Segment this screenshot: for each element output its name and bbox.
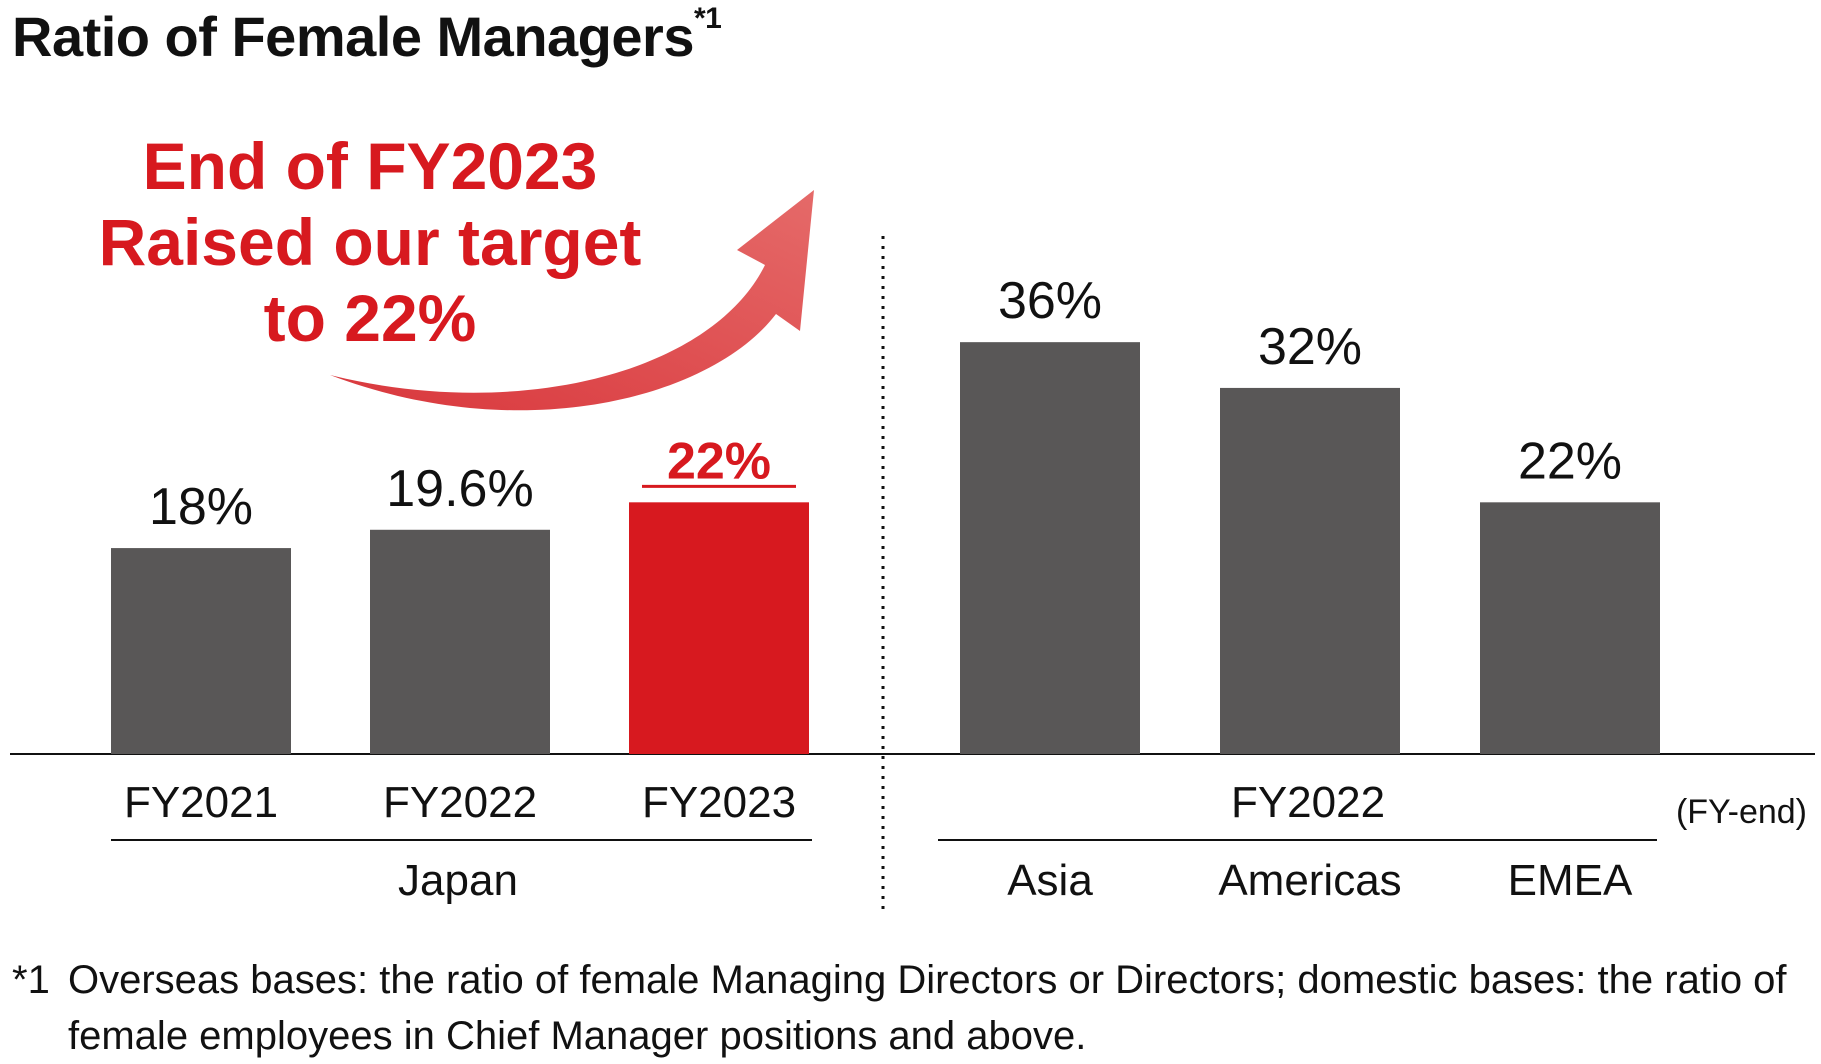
up-arrow-icon [330, 190, 814, 411]
category-label-japan-fy2023: FY2023 [642, 778, 796, 827]
callout-line-3: to 22% [263, 281, 477, 355]
group-label-fy2022: FY2022 [1231, 778, 1385, 827]
footnote-text: Overseas bases: the ratio of female Mana… [68, 958, 1787, 1058]
fy-end-note: (FY-end) [1676, 793, 1807, 831]
value-label-fy2022-americas: 32% [1258, 318, 1362, 376]
category-label-japan-fy2021: FY2021 [124, 778, 278, 827]
value-label-fy2022-asia: 36% [998, 272, 1102, 330]
target-callout: End of FY2023 Raised our target to 22% [20, 128, 720, 356]
bar-japan-fy2021 [111, 548, 291, 754]
callout-line-1: End of FY2023 [142, 129, 598, 203]
chart-title: Ratio of Female Managers*1 [12, 2, 722, 69]
callout-line-2: Raised our target [98, 205, 642, 279]
bar-fy2022-asia [960, 342, 1140, 754]
value-label-japan-fy2022: 19.6% [386, 460, 533, 518]
category-label-fy2022-americas: Americas [1218, 856, 1401, 905]
value-label-fy2022-emea: 22% [1518, 432, 1622, 490]
category-label-fy2022-emea: EMEA [1508, 856, 1633, 905]
category-label-fy2022-asia: Asia [1007, 856, 1093, 905]
footnote-mark: *1 [12, 958, 50, 1002]
value-label-japan-fy2021: 18% [149, 478, 253, 536]
bar-fy2022-emea [1480, 502, 1660, 754]
bar-fy2022-americas [1220, 387, 1400, 754]
group-label-japan: Japan [398, 856, 518, 905]
chart-title-text: Ratio of Female Managers [12, 5, 694, 68]
value-label-japan-fy2023: 22% [667, 432, 771, 490]
bar-japan-fy2022 [370, 529, 550, 754]
title-footnote-mark: *1 [693, 2, 722, 35]
category-label-japan-fy2022: FY2022 [383, 778, 537, 827]
bars-layer: 18% FY2021 19.6% FY2022 22% FY2023 36% Asia 32% A… [111, 272, 1660, 905]
footnote: *1 Overseas bases: the ratio of female M… [12, 952, 1808, 1064]
bar-japan-fy2023 [629, 502, 809, 754]
